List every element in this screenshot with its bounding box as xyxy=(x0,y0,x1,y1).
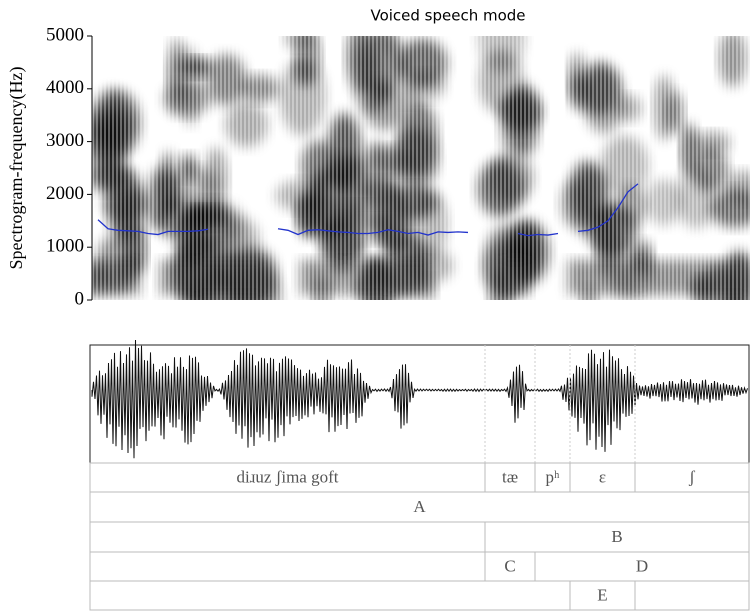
tier-row xyxy=(89,580,750,611)
tier-label: ɛ xyxy=(599,467,606,486)
tier-label: E xyxy=(597,585,607,604)
y-axis-label: Spectrogram-frequency(Hz) xyxy=(6,67,27,270)
tier-row xyxy=(89,551,750,582)
tier-cell xyxy=(569,580,636,611)
y-tick-label: 0 xyxy=(75,288,85,309)
spectrogram-striations xyxy=(92,36,750,300)
tier-row xyxy=(89,462,750,493)
tier-label: B xyxy=(611,527,622,546)
tier-label: A xyxy=(413,497,426,516)
y-tick-label: 5000 xyxy=(46,24,84,45)
tier-label: diɹuz ʃima goft xyxy=(237,467,339,486)
y-tick-label: 3000 xyxy=(46,130,84,151)
waveform-panel: diɹuz ʃima goft tæ pʰ ɛ ʃ A B C D E xyxy=(89,339,750,611)
chart-title: Voiced speech mode xyxy=(370,7,525,25)
tier-label: tæ xyxy=(502,467,518,486)
waveform xyxy=(91,339,748,459)
formant-line xyxy=(97,183,639,237)
tier-row xyxy=(89,521,750,553)
tier-label: pʰ xyxy=(546,467,561,486)
tier-label: D xyxy=(636,556,648,575)
y-tick-label: 4000 xyxy=(46,77,84,98)
tier-label: C xyxy=(504,556,515,575)
tier-label: ʃ xyxy=(688,467,695,486)
y-tick-label: 2000 xyxy=(46,183,84,204)
y-tick-label: 1000 xyxy=(46,236,84,257)
